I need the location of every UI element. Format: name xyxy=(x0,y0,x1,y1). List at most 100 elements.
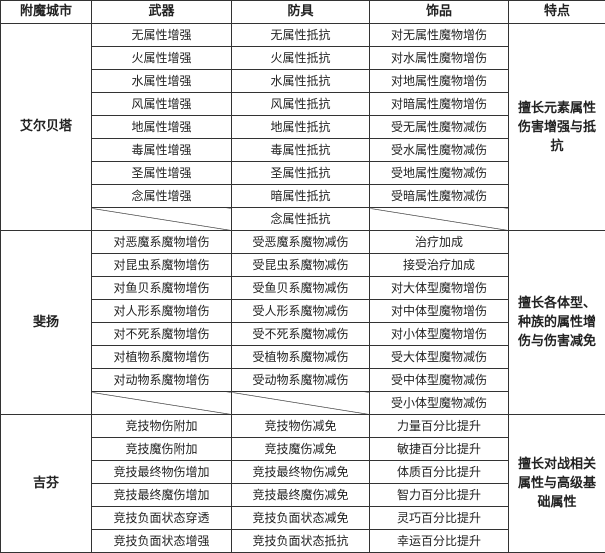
armor-cell: 风属性抵抗 xyxy=(231,92,370,116)
armor-cell: 受植物系魔物减伤 xyxy=(231,345,370,369)
accessory-cell: 受地属性魔物减伤 xyxy=(369,161,509,185)
table-row: 对鱼贝系魔物增伤 受鱼贝系魔物减伤 对大体型魔物增伤 xyxy=(1,276,605,300)
armor-cell: 竞技最终物伤减免 xyxy=(231,460,370,484)
feature-cell: 擅长各体型、种族的属性增伤与伤害减免 xyxy=(508,230,605,415)
weapon-cell: 念属性增强 xyxy=(91,184,232,208)
header-armor: 防具 xyxy=(231,0,370,24)
armor-cell: 水属性抵抗 xyxy=(231,69,370,93)
header-row: 附魔城市 武器 防具 饰品 特点 xyxy=(0,0,605,24)
armor-cell: 竞技最终魔伤减免 xyxy=(231,483,370,507)
accessory-cell: 敏捷百分比提升 xyxy=(369,437,509,461)
accessory-cell: 接受治疗加成 xyxy=(369,253,509,277)
armor-cell: 暗属性抵抗 xyxy=(231,184,370,208)
accessory-cell: 对水属性魔物增伤 xyxy=(369,46,509,70)
table-row: 风属性增强 风属性抵抗 对暗属性魔物增伤 xyxy=(1,92,605,116)
table-row: 竞技最终魔伤增加 竞技最终魔伤减免 智力百分比提升 xyxy=(1,483,605,507)
table-row: 斐扬 对恶魔系魔物增伤 受恶魔系魔物减伤 治疗加成 擅长各体型、种族的属性增伤与伤害减免 xyxy=(0,230,605,415)
header-city: 附魔城市 xyxy=(0,0,92,24)
table-row: 受小体型魔物减伤 xyxy=(1,391,605,415)
armor-cell: 竞技物伤减免 xyxy=(231,414,370,438)
table-row: 艾尔贝塔 无属性增强 无属性抵抗 对无属性魔物增伤 擅长元素属性伤害增强与抵抗 xyxy=(0,23,605,231)
weapon-cell: 毒属性增强 xyxy=(91,138,232,162)
table-row: 竞技魔伤附加 竞技魔伤减免 敏捷百分比提升 xyxy=(1,437,605,461)
empty-diagonal-cell xyxy=(231,391,370,415)
accessory-cell: 治疗加成 xyxy=(369,230,509,254)
armor-cell: 受鱼贝系魔物减伤 xyxy=(231,276,370,300)
armor-cell: 地属性抵抗 xyxy=(231,115,370,139)
table-row: 圣属性增强 圣属性抵抗 受地属性魔物减伤 xyxy=(1,161,605,185)
weapon-cell: 竞技物伤附加 xyxy=(91,414,232,438)
table-row: 竞技负面状态增强 竞技负面状态抵抗 幸运百分比提升 xyxy=(1,529,605,553)
accessory-cell: 受中体型魔物减伤 xyxy=(369,368,509,392)
accessory-cell: 对暗属性魔物增伤 xyxy=(369,92,509,116)
weapon-cell: 竞技最终物伤增加 xyxy=(91,460,232,484)
city-cell: 艾尔贝塔 xyxy=(0,23,92,231)
armor-cell: 毒属性抵抗 xyxy=(231,138,370,162)
weapon-cell: 竞技负面状态穿透 xyxy=(91,506,232,530)
table-row: 对昆虫系魔物增伤 受昆虫系魔物减伤 接受治疗加成 xyxy=(1,253,605,277)
feature-cell: 擅长对战相关属性与高级基础属性 xyxy=(508,414,605,553)
weapon-cell: 圣属性增强 xyxy=(91,161,232,185)
armor-cell: 竞技负面状态减免 xyxy=(231,506,370,530)
accessory-cell: 智力百分比提升 xyxy=(369,483,509,507)
weapon-cell: 风属性增强 xyxy=(91,92,232,116)
armor-cell: 受恶魔系魔物减伤 xyxy=(231,230,370,254)
armor-cell: 火属性抵抗 xyxy=(231,46,370,70)
accessory-cell: 受小体型魔物减伤 xyxy=(369,391,509,415)
header-accessory: 饰品 xyxy=(369,0,509,24)
weapon-cell: 竞技最终魔伤增加 xyxy=(91,483,232,507)
weapon-cell: 对不死系魔物增伤 xyxy=(91,322,232,346)
armor-cell: 受动物系魔物减伤 xyxy=(231,368,370,392)
table-row: 念属性抵抗 xyxy=(1,207,605,231)
armor-cell: 受昆虫系魔物减伤 xyxy=(231,253,370,277)
header-feature: 特点 xyxy=(508,0,605,24)
weapon-cell: 竞技负面状态增强 xyxy=(91,529,232,553)
weapon-cell: 竞技魔伤附加 xyxy=(91,437,232,461)
weapon-cell: 火属性增强 xyxy=(91,46,232,70)
feature-cell: 擅长元素属性伤害增强与抵抗 xyxy=(508,23,605,231)
table-body: 艾尔贝塔 无属性增强 无属性抵抗 对无属性魔物增伤 擅长元素属性伤害增强与抵抗 火属性增强… xyxy=(0,23,605,553)
accessory-cell: 对中体型魔物增伤 xyxy=(369,299,509,323)
header-weapon: 武器 xyxy=(91,0,232,24)
weapon-cell: 对植物系魔物增伤 xyxy=(91,345,232,369)
armor-cell: 念属性抵抗 xyxy=(231,207,370,231)
table-row: 火属性增强 火属性抵抗 对水属性魔物增伤 xyxy=(1,46,605,70)
weapon-cell: 对动物系魔物增伤 xyxy=(91,368,232,392)
table-row: 毒属性增强 毒属性抵抗 受水属性魔物减伤 xyxy=(1,138,605,162)
weapon-cell: 对恶魔系魔物增伤 xyxy=(91,230,232,254)
armor-cell: 受不死系魔物减伤 xyxy=(231,322,370,346)
accessory-cell: 幸运百分比提升 xyxy=(369,529,509,553)
accessory-cell: 对地属性魔物增伤 xyxy=(369,69,509,93)
table-row: 念属性增强 暗属性抵抗 受暗属性魔物减伤 xyxy=(1,184,605,208)
city-cell: 吉芬 xyxy=(0,414,92,553)
accessory-cell: 对小体型魔物增伤 xyxy=(369,322,509,346)
accessory-cell: 受大体型魔物减伤 xyxy=(369,345,509,369)
armor-cell: 竞技魔伤减免 xyxy=(231,437,370,461)
table-row: 水属性增强 水属性抵抗 对地属性魔物增伤 xyxy=(1,69,605,93)
weapon-cell: 对昆虫系魔物增伤 xyxy=(91,253,232,277)
armor-cell: 无属性抵抗 xyxy=(231,23,370,47)
table-row: 对人形系魔物增伤 受人形系魔物减伤 对中体型魔物增伤 xyxy=(1,299,605,323)
accessory-cell: 对大体型魔物增伤 xyxy=(369,276,509,300)
accessory-cell: 受水属性魔物减伤 xyxy=(369,138,509,162)
empty-diagonal-cell xyxy=(91,391,232,415)
empty-diagonal-cell xyxy=(91,207,232,231)
table-row: 地属性增强 地属性抵抗 受无属性魔物减伤 xyxy=(1,115,605,139)
accessory-cell: 力量百分比提升 xyxy=(369,414,509,438)
weapon-cell: 无属性增强 xyxy=(91,23,232,47)
table-row: 吉芬 竞技物伤附加 竞技物伤减免 力量百分比提升 擅长对战相关属性与高级基础属性 xyxy=(0,414,605,553)
armor-cell: 竞技负面状态抵抗 xyxy=(231,529,370,553)
empty-diagonal-cell xyxy=(369,207,509,231)
armor-cell: 受人形系魔物减伤 xyxy=(231,299,370,323)
accessory-cell: 灵巧百分比提升 xyxy=(369,506,509,530)
city-cell: 斐扬 xyxy=(0,230,92,415)
accessory-cell: 受无属性魔物减伤 xyxy=(369,115,509,139)
weapon-cell: 地属性增强 xyxy=(91,115,232,139)
accessory-cell: 受暗属性魔物减伤 xyxy=(369,184,509,208)
accessory-cell: 体质百分比提升 xyxy=(369,460,509,484)
weapon-cell: 水属性增强 xyxy=(91,69,232,93)
weapon-cell: 对人形系魔物增伤 xyxy=(91,299,232,323)
armor-cell: 圣属性抵抗 xyxy=(231,161,370,185)
weapon-cell: 对鱼贝系魔物增伤 xyxy=(91,276,232,300)
